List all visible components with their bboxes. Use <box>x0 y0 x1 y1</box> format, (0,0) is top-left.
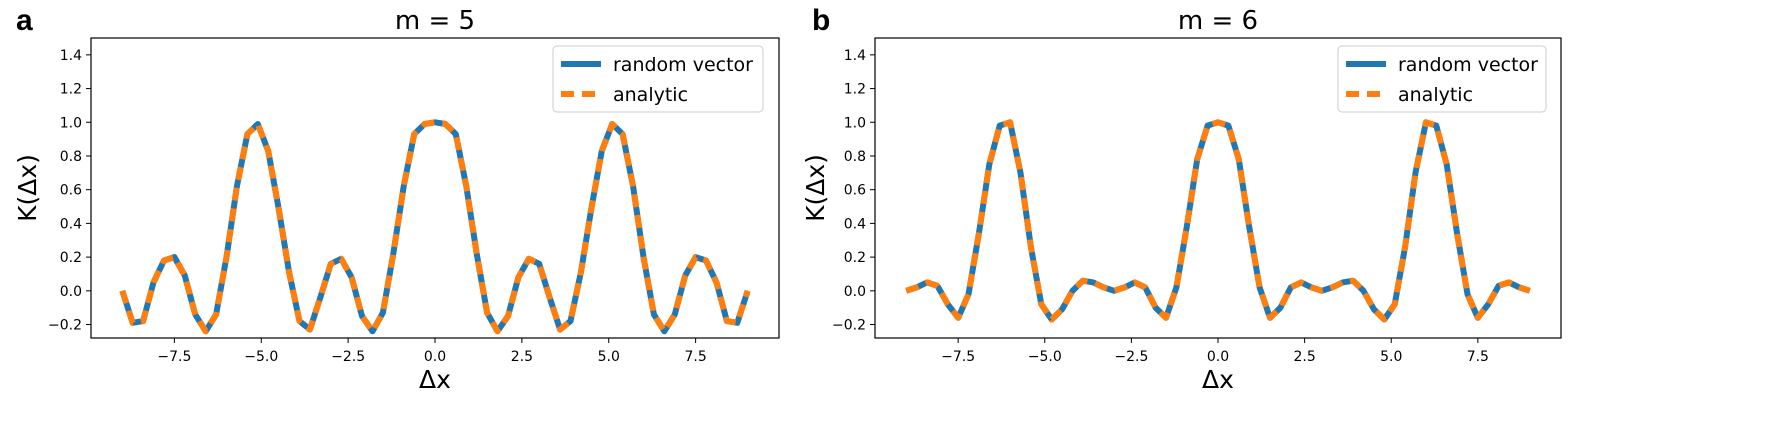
x-tick-label: 2.5 <box>511 349 533 365</box>
y-tick-label: 0.8 <box>60 149 82 165</box>
panel-b: b m = 6 −0.2 0.0 0.2 0.4 0.6 0.8 1.0 1.2 1.4 −7.5 −5… <box>801 4 1562 394</box>
series-line-0 <box>905 119 1531 323</box>
panel-label: b <box>812 4 830 37</box>
y-tick-label: 0.0 <box>60 284 82 300</box>
panel-label: a <box>16 4 33 37</box>
x-tick-label: 2.5 <box>1293 349 1315 365</box>
y-tick-label: 0.4 <box>844 216 866 232</box>
chart-title: m = 6 <box>1178 6 1258 36</box>
x-tick-label: −2.5 <box>331 349 365 365</box>
plot-area <box>905 119 1531 323</box>
legend-label-1: analytic <box>613 84 688 106</box>
legend-label-1: analytic <box>1398 84 1473 106</box>
y-tick-label: 0.0 <box>844 284 866 300</box>
legend-label-0: random vector <box>1398 54 1538 76</box>
series-line-1 <box>119 119 751 335</box>
y-tick-label: 0.2 <box>60 250 82 266</box>
x-tick-label: 5.0 <box>598 349 620 365</box>
y-axis-label: K(Δx) <box>801 154 830 222</box>
x-tick-label: 7.5 <box>1467 349 1489 365</box>
series-line-1 <box>905 119 1531 323</box>
legend-label-0: random vector <box>613 54 753 76</box>
y-tick-label: 1.0 <box>60 115 82 131</box>
x-axis-label: Δx <box>1202 365 1234 394</box>
legend-box <box>552 45 764 113</box>
y-tick-label: 0.6 <box>844 183 866 199</box>
y-tick-label: −0.2 <box>48 318 82 334</box>
legend-box <box>1337 45 1547 113</box>
x-tick-label: −5.0 <box>1028 349 1062 365</box>
x-tick-label: −7.5 <box>157 349 191 365</box>
x-tick-label: 7.5 <box>684 349 706 365</box>
y-tick-label: 1.4 <box>844 48 866 64</box>
legend: random vector analytic <box>552 45 764 113</box>
y-tick-label: 1.4 <box>60 48 82 64</box>
x-tick-label: 0.0 <box>1207 349 1229 365</box>
y-tick-label: 0.2 <box>844 250 866 266</box>
legend: random vector analytic <box>1337 45 1547 113</box>
y-tick-label: −0.2 <box>832 318 866 334</box>
x-tick-label: −5.0 <box>244 349 278 365</box>
x-tick-label: −2.5 <box>1114 349 1148 365</box>
y-tick-label: 0.6 <box>60 183 82 199</box>
panel-a: a m = 5 −0.2 0.0 0.2 0.4 0.6 0.8 1.0 1.2 1.4 −7.5 −5… <box>13 4 780 394</box>
y-tick-label: 1.2 <box>60 82 82 98</box>
x-axis-label: Δx <box>419 365 451 394</box>
y-tick-label: 0.4 <box>60 216 82 232</box>
y-axis-label: K(Δx) <box>13 154 42 222</box>
y-tick-label: 1.0 <box>844 115 866 131</box>
chart-title: m = 5 <box>395 6 475 36</box>
plot-area <box>119 119 751 335</box>
x-tick-label: −7.5 <box>941 349 975 365</box>
x-tick-label: 5.0 <box>1380 349 1402 365</box>
y-tick-label: 0.8 <box>844 149 866 165</box>
y-tick-label: 1.2 <box>844 82 866 98</box>
x-tick-label: 0.0 <box>424 349 446 365</box>
